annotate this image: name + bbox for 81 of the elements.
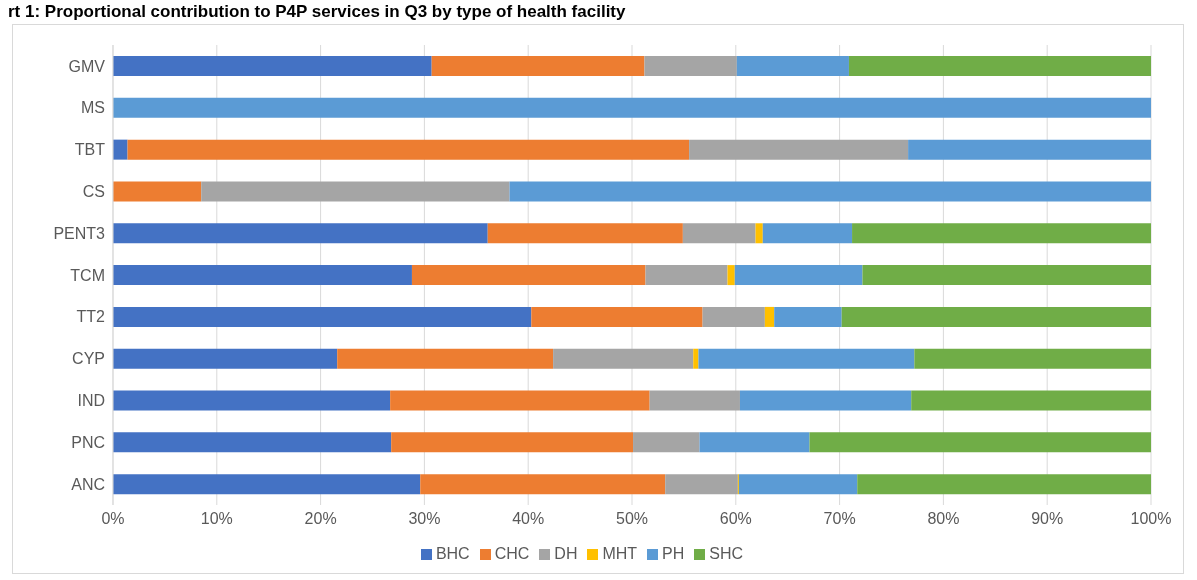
y-tick-label: CS	[82, 183, 105, 201]
x-tick-label: 100%	[1130, 510, 1172, 528]
bar	[113, 139, 128, 160]
bar	[862, 265, 1151, 286]
y-tick-label: TCM	[70, 266, 105, 284]
bar	[857, 474, 1151, 495]
y-tick-label: IND	[77, 392, 105, 410]
bar	[113, 474, 421, 495]
bar	[391, 432, 634, 453]
x-tick-label: 70%	[823, 510, 856, 528]
x-tick-label: 10%	[200, 510, 233, 528]
legend-label: MHT	[602, 545, 638, 562]
legend-label: CHC	[494, 545, 530, 562]
bar	[764, 306, 775, 327]
bar	[911, 390, 1151, 411]
x-tick-label: 40%	[512, 510, 545, 528]
legend-label: PH	[662, 545, 685, 562]
x-tick-label: 30%	[408, 510, 441, 528]
bar	[487, 223, 683, 244]
bar	[841, 306, 1151, 327]
bar	[113, 432, 392, 453]
bar	[113, 97, 1151, 118]
bar	[738, 474, 858, 495]
chart-title: rt 1: Proportional contribution to P4P services in Q3 by type of health facility	[8, 2, 627, 23]
bar	[420, 474, 666, 495]
bar	[531, 306, 703, 327]
bar	[113, 348, 338, 369]
bar	[774, 306, 842, 327]
bar	[113, 306, 532, 327]
bar	[127, 139, 690, 160]
bar	[649, 390, 740, 411]
bar	[734, 265, 863, 286]
bar	[113, 265, 412, 286]
x-tick-label: 60%	[719, 510, 752, 528]
legend-label: SHC	[709, 545, 744, 562]
y-tick-label: PNC	[71, 433, 105, 451]
x-tick-label: 80%	[927, 510, 960, 528]
y-tick-label: ANC	[71, 475, 105, 493]
x-tick-label: 20%	[304, 510, 337, 528]
bar	[693, 348, 699, 369]
bar	[809, 432, 1151, 453]
y-tick-label: TBT	[74, 141, 106, 159]
bar	[113, 181, 202, 202]
bar	[411, 265, 646, 286]
y-tick-label: MS	[81, 99, 105, 117]
bar	[736, 56, 849, 76]
legend-label: DH	[554, 545, 578, 562]
bar	[431, 56, 645, 76]
bar	[553, 348, 694, 369]
bar	[633, 432, 700, 453]
y-tick-label: GMV	[68, 57, 106, 75]
bar	[682, 223, 756, 244]
bar	[113, 390, 391, 411]
bar	[390, 390, 650, 411]
bar	[644, 56, 737, 76]
bar	[727, 265, 735, 286]
bar	[337, 348, 554, 369]
bar	[113, 56, 432, 76]
bar	[739, 390, 912, 411]
bar	[113, 223, 488, 244]
bar	[699, 432, 810, 453]
bar	[698, 348, 915, 369]
bar	[689, 139, 909, 160]
x-tick-label: 90%	[1031, 510, 1064, 528]
y-tick-label: PENT3	[53, 224, 106, 242]
bar	[848, 56, 1151, 76]
bar	[665, 474, 738, 495]
bar	[702, 306, 765, 327]
bar	[201, 181, 510, 202]
x-tick-label: 50%	[615, 510, 649, 528]
bar	[755, 223, 763, 244]
y-tick-label: CYP	[72, 350, 105, 368]
bar	[509, 181, 1151, 202]
legend-label: BHC	[435, 545, 470, 562]
bar	[852, 223, 1151, 244]
bar	[645, 265, 728, 286]
x-tick-label: 0%	[101, 510, 125, 528]
bar	[762, 223, 853, 244]
y-tick-label: TT2	[76, 308, 106, 326]
bar	[914, 348, 1151, 369]
bar	[908, 139, 1151, 160]
